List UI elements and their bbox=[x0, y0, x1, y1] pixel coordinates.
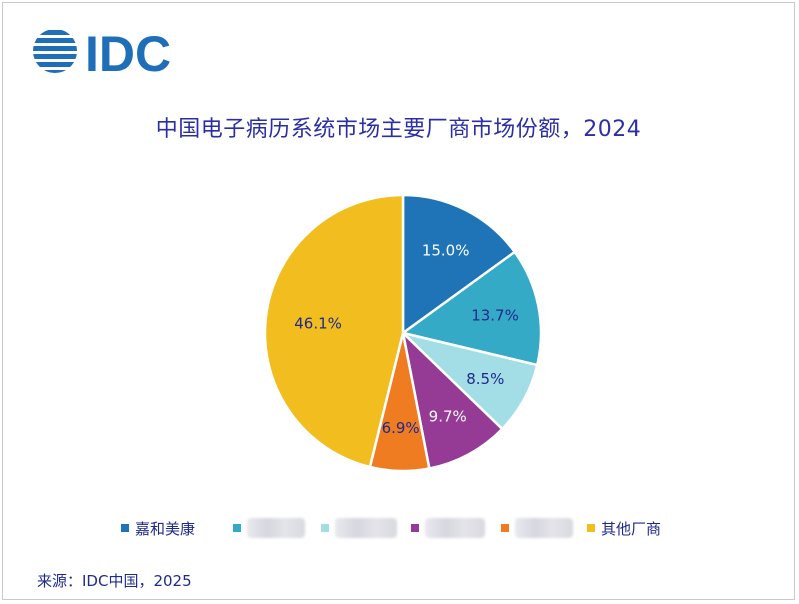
chart-title: 中国电子病历系统市场主要厂商市场份额，2024 bbox=[155, 117, 642, 142]
legend-label: 其他厂商 bbox=[601, 519, 662, 538]
legend-swatch bbox=[233, 524, 241, 532]
legend-item-4 bbox=[411, 515, 485, 541]
pie-slice-4 bbox=[401, 329, 504, 470]
legend-label-redacted bbox=[425, 518, 485, 538]
legend-item-2 bbox=[233, 515, 305, 541]
pie-slice-2 bbox=[400, 250, 543, 367]
legend-item-1: 嘉和美康 bbox=[121, 515, 195, 541]
legend-label: 嘉和美康 bbox=[135, 519, 196, 538]
data-label-3: 8.5% bbox=[466, 370, 504, 388]
data-label-5: 6.9% bbox=[382, 419, 420, 437]
source-note: 来源：IDC中国，2025 bbox=[37, 572, 192, 590]
legend-swatch bbox=[121, 524, 129, 532]
data-label-2: 13.7% bbox=[471, 307, 519, 325]
legend-item-3 bbox=[321, 515, 397, 541]
pie-chart: 15.0% 13.7% 8.5% 9.7% 6.9% 46.1% bbox=[253, 183, 553, 483]
legend-swatch bbox=[587, 524, 595, 532]
legend-label-redacted bbox=[335, 518, 397, 538]
idc-logo: IDC bbox=[33, 26, 171, 77]
legend-swatch bbox=[411, 524, 419, 532]
logo-text: IDC bbox=[85, 26, 171, 77]
legend-item-6: 其他厂商 bbox=[587, 515, 661, 541]
pie-slice-1 bbox=[401, 193, 517, 336]
legend-swatch bbox=[501, 524, 509, 532]
data-label-4: 9.7% bbox=[429, 407, 467, 425]
legend-label-redacted bbox=[247, 518, 305, 538]
data-label-1: 15.0% bbox=[422, 241, 470, 259]
data-label-6: 46.1% bbox=[294, 315, 342, 333]
legend-item-5 bbox=[501, 515, 573, 541]
legend: 嘉和美康 其他厂商 bbox=[121, 515, 741, 543]
legend-swatch bbox=[321, 524, 329, 532]
pie-slice-6 bbox=[263, 193, 405, 469]
pie-svg: 15.0% 13.7% 8.5% 9.7% 6.9% 46.1% bbox=[263, 193, 543, 473]
legend-label-redacted bbox=[515, 518, 573, 538]
